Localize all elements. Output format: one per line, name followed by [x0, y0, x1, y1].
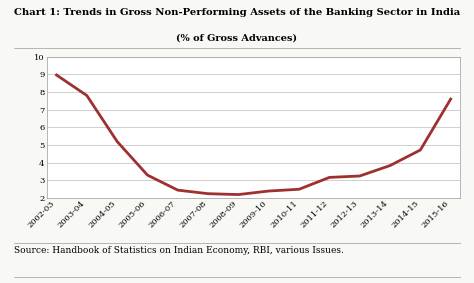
Text: Source: Handbook of Statistics on Indian Economy, RBI, various Issues.: Source: Handbook of Statistics on Indian… [14, 246, 344, 255]
Text: (% of Gross Advances): (% of Gross Advances) [176, 34, 298, 43]
Text: Chart 1: Trends in Gross Non-Performing Assets of the Banking Sector in India: Chart 1: Trends in Gross Non-Performing … [14, 8, 460, 18]
